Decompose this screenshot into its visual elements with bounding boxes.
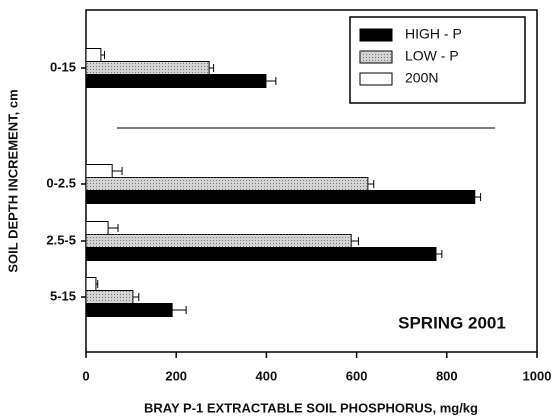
bar (85, 190, 476, 204)
legend-label: LOW - P (405, 48, 459, 64)
x-tick-label: 400 (256, 368, 278, 383)
bar-texture (86, 177, 368, 191)
y-axis-label: SOIL DEPTH INCREMENT, cm (5, 89, 20, 272)
x-tick-label: 1000 (523, 368, 552, 383)
x-tick-label: 800 (436, 368, 458, 383)
annotation: SPRING 2001 (398, 313, 506, 332)
x-tick-label: 200 (165, 368, 187, 383)
x-axis-label: BRAY P-1 EXTRACTABLE SOIL PHOSPHORUS, mg… (144, 400, 478, 415)
bar-texture (86, 290, 133, 304)
bar (85, 277, 97, 291)
bar-texture (86, 61, 210, 75)
legend-label: 200N (405, 70, 438, 86)
legend-swatch (359, 72, 393, 86)
y-tick-label: 5-15 (50, 288, 76, 303)
bar (85, 303, 173, 317)
legend-texture (360, 51, 392, 63)
y-tick-label: 0-15 (50, 59, 76, 74)
y-tick-label: 2.5-5 (46, 232, 76, 247)
x-tick-label: 0 (82, 368, 89, 383)
legend-label: HIGH - P (405, 26, 462, 42)
bar (85, 247, 437, 261)
legend-swatch (359, 28, 393, 42)
x-tick-label: 600 (346, 368, 368, 383)
bar (85, 164, 113, 178)
bar (85, 221, 109, 235)
bar-texture (86, 234, 352, 248)
y-tick-label: 0-2.5 (46, 175, 76, 190)
bar (85, 48, 102, 62)
bar (85, 74, 267, 88)
